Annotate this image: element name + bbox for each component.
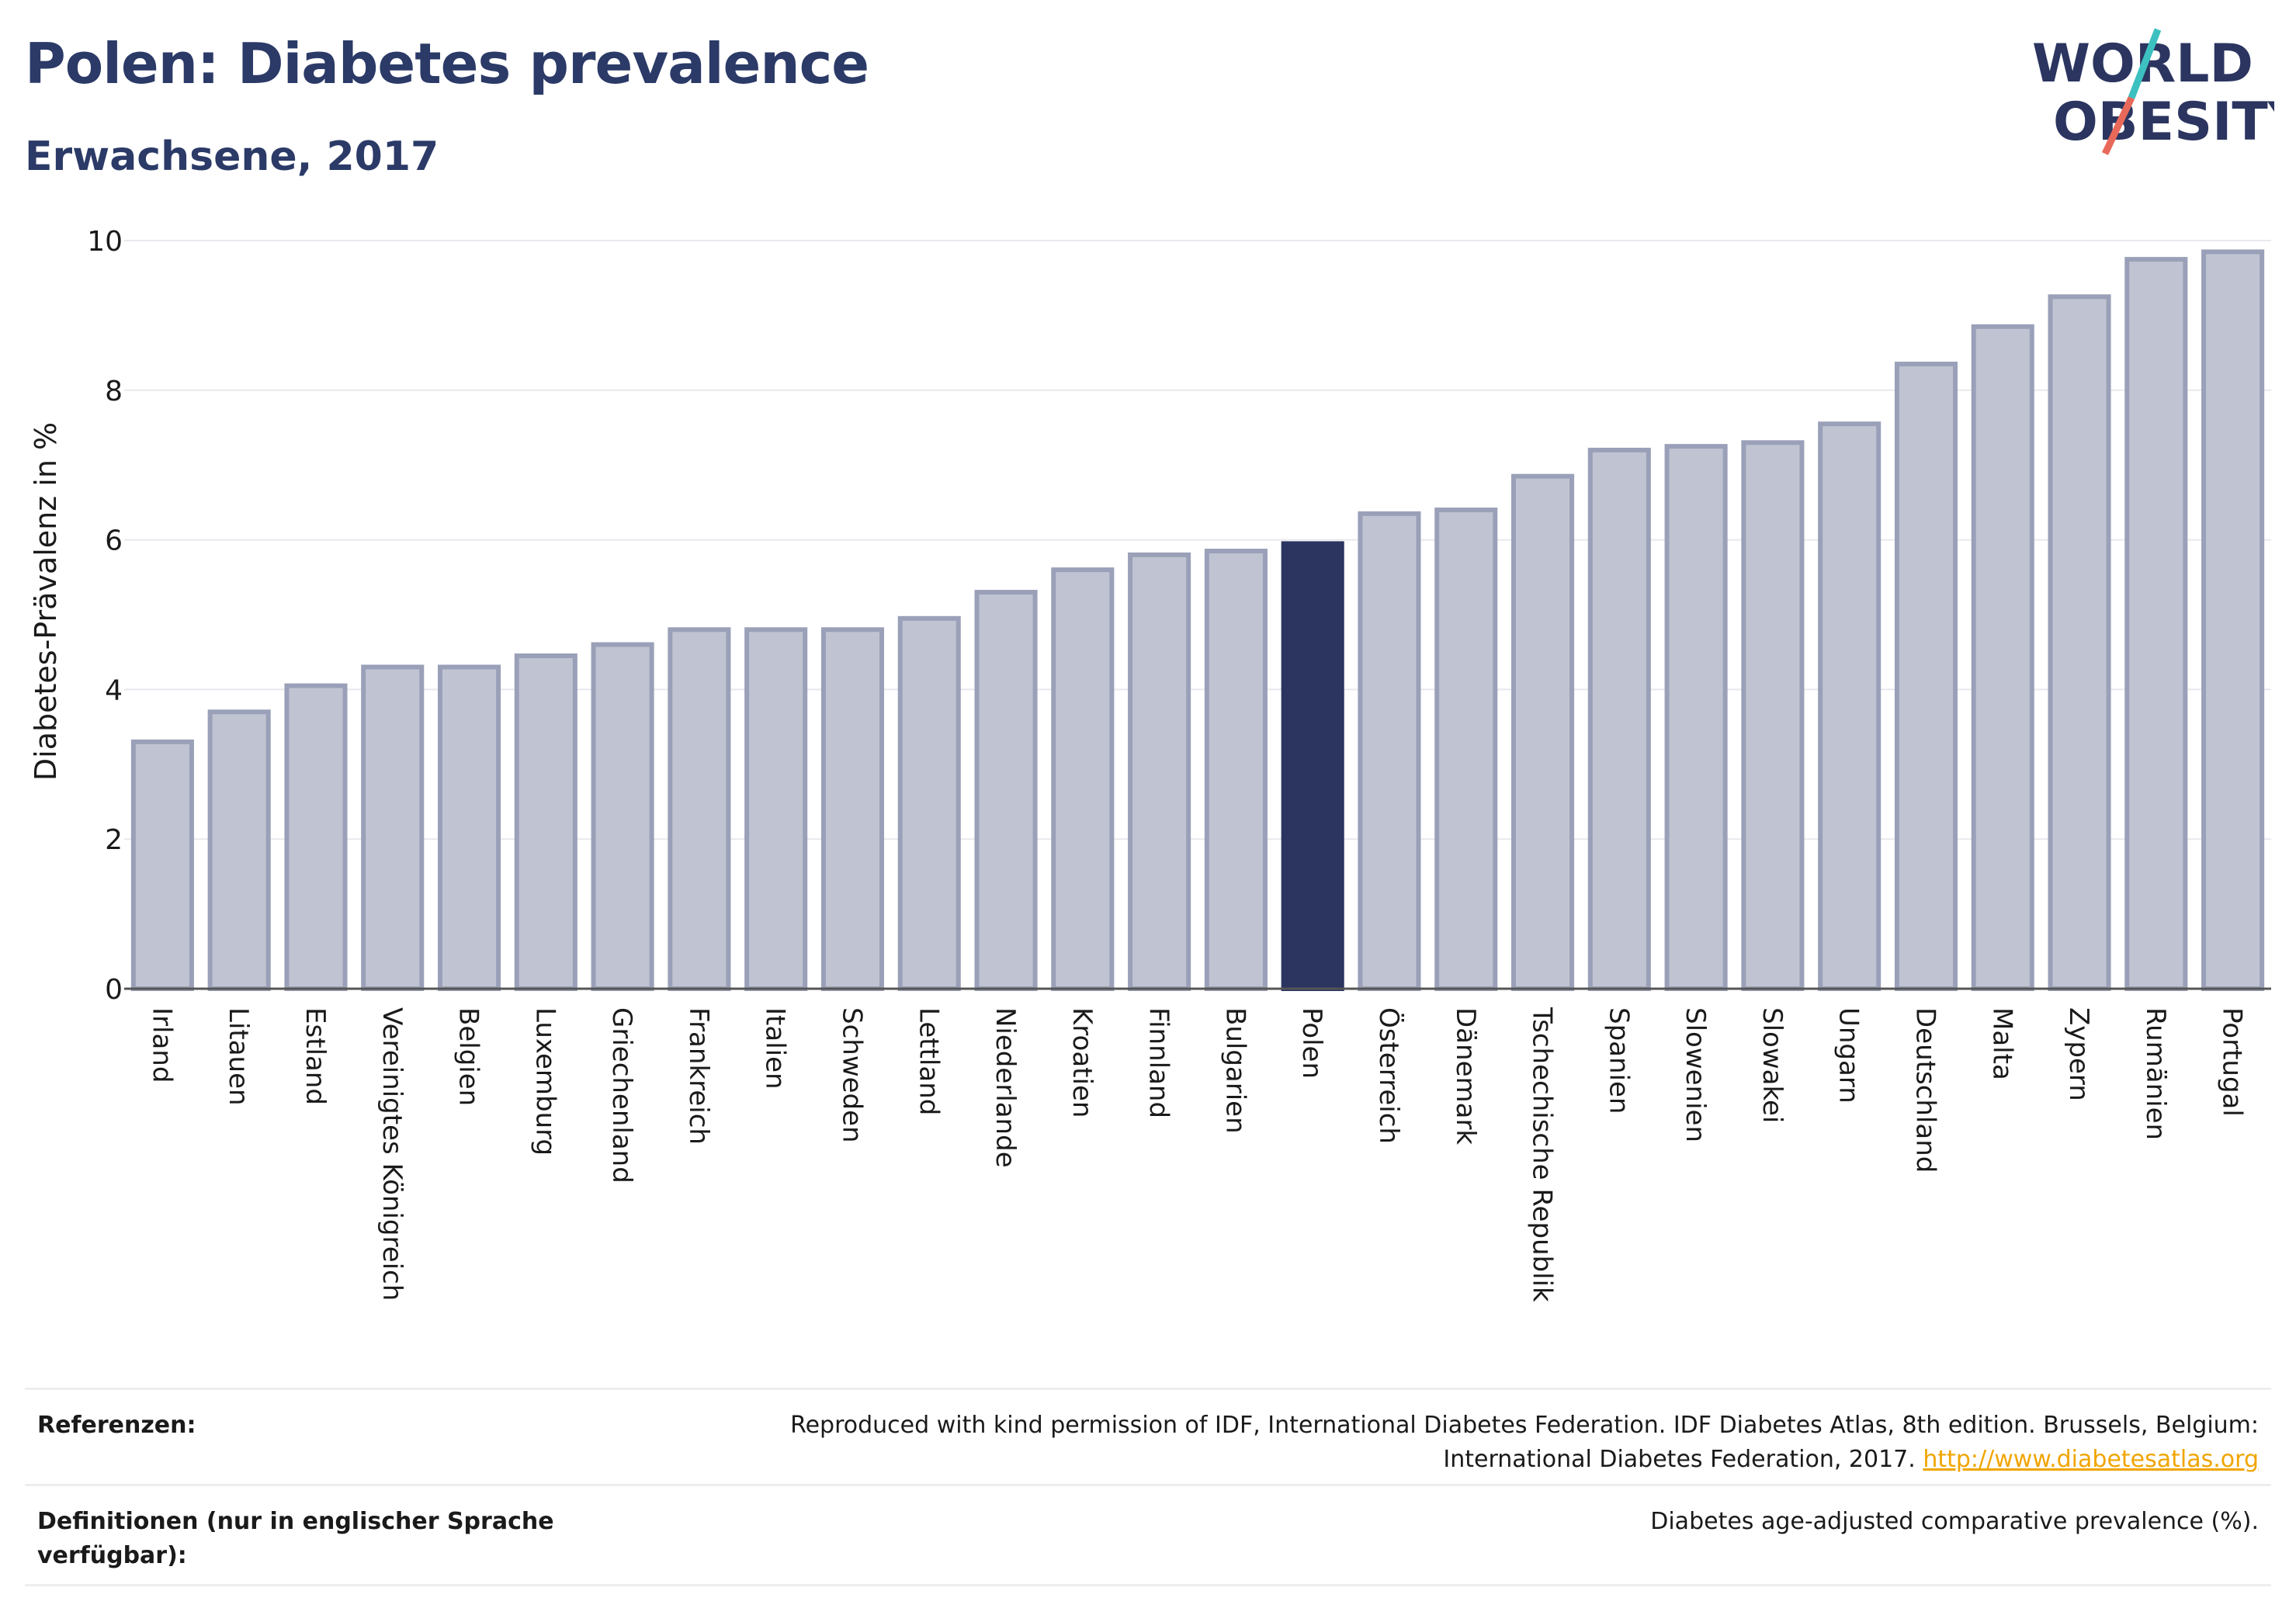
x-tick-label: Litauen <box>223 1007 254 1106</box>
y-tick-label: 10 <box>87 226 123 258</box>
references-link[interactable]: http://www.diabetesatlas.org <box>1923 1446 2259 1473</box>
bar-rumänien <box>2124 257 2188 992</box>
bar-estland <box>284 683 348 992</box>
definitions-label-line2: verfügbar): <box>37 1542 187 1569</box>
definitions-label: Definitionen (nur in englischer Sprache … <box>37 1505 581 1573</box>
bar-ungarn <box>1818 421 1882 991</box>
bar-schweden <box>820 627 885 992</box>
x-tick-label: Österreich <box>1373 1007 1405 1144</box>
references-row: Referenzen: Reproduced with kind permiss… <box>25 1388 2271 1486</box>
x-tick-label: Polen <box>1296 1007 1327 1079</box>
x-tick-label: Bulgarien <box>1219 1007 1250 1134</box>
y-tick-label: 0 <box>105 974 123 1006</box>
y-axis-label: Diabetes-Prävalenz in % <box>29 422 63 781</box>
bars <box>130 249 2265 992</box>
x-tick-label: Lettland <box>913 1007 944 1115</box>
definitions-label-line1: Definitionen (nur in englischer Sprache <box>37 1508 554 1535</box>
x-tick-label: Ungarn <box>1833 1007 1864 1104</box>
bar-slowenien <box>1664 444 1728 991</box>
x-tick-label: Estland <box>300 1007 331 1105</box>
y-tick-label: 2 <box>105 824 123 856</box>
y-tick-label: 8 <box>105 376 123 407</box>
y-tick-label: 6 <box>105 525 123 557</box>
bar-zypern <box>2048 294 2111 991</box>
bar-niederlande <box>974 590 1038 992</box>
bar-malta <box>1971 324 2034 991</box>
references-line1: Reproduced with kind permission of IDF, … <box>790 1412 2259 1439</box>
bar-italien <box>744 627 808 992</box>
bar-vereinigtes-königreich <box>361 664 425 991</box>
references-line2: International Diabetes Federation, 2017. <box>1443 1446 1916 1473</box>
x-tick-label: Portugal <box>2217 1007 2248 1117</box>
y-tick-label: 4 <box>105 674 123 706</box>
x-tick-label: Niederlande <box>990 1007 1021 1168</box>
bar-tschechische-republik <box>1510 473 1575 991</box>
definitions-row: Definitionen (nur in englischer Sprache … <box>25 1484 2271 1586</box>
bar-finnland <box>1128 552 1191 991</box>
x-tick-label: Frankreich <box>683 1007 714 1145</box>
references-label: Referenzen: <box>37 1412 196 1439</box>
logo-line2: OBESITY <box>2053 92 2274 153</box>
x-tick-label: Tschechische Republik <box>1527 1007 1558 1302</box>
bar-polen <box>1281 541 1344 991</box>
x-tick-label: Slowenien <box>1680 1007 1711 1142</box>
bar-bulgarien <box>1204 549 1268 991</box>
bar-frankreich <box>668 627 731 992</box>
world-obesity-logo: WORLD OBESITY <box>2032 28 2274 155</box>
bar-lettland <box>897 615 961 991</box>
bar-dänemark <box>1434 508 1498 991</box>
references-text: Reproduced with kind permission of IDF, … <box>706 1409 2259 1477</box>
x-tick-label: Kroatien <box>1066 1007 1098 1118</box>
x-tick-label: Luxemburg <box>529 1007 560 1156</box>
x-tick-label: Rumänien <box>2140 1007 2171 1140</box>
bar-portugal <box>2201 249 2265 991</box>
x-tick-label: Deutschland <box>1909 1007 1941 1173</box>
bar-spanien <box>1587 447 1651 991</box>
bar-österreich <box>1358 511 1421 991</box>
bar-kroatien <box>1051 567 1115 991</box>
x-tick-label: Zypern <box>2063 1007 2094 1101</box>
x-tick-label: Irland <box>146 1007 177 1083</box>
bar-litauen <box>207 709 271 991</box>
definitions-text: Diabetes age-adjusted comparative preval… <box>1650 1508 2259 1535</box>
x-tick-label: Spanien <box>1603 1007 1634 1114</box>
x-tick-label: Schweden <box>836 1007 867 1143</box>
x-tick-label: Malta <box>1986 1007 2017 1080</box>
x-tick-label: Italien <box>760 1007 791 1090</box>
page-title: Polen: Diabetes prevalence <box>25 31 869 96</box>
x-tick-label: Finnland <box>1143 1007 1174 1118</box>
x-tick-label: Belgien <box>453 1007 484 1106</box>
tick-labels: 0 2 4 6 8 10 Irland Litauen Estland Vereinigtes K… <box>87 226 2247 1302</box>
x-tick-label: Slowakei <box>1757 1007 1788 1123</box>
bar-luxemburg <box>514 653 577 992</box>
x-tick-label: Vereinigtes Königreich <box>376 1007 408 1301</box>
x-tick-label: Griechenland <box>606 1007 637 1184</box>
x-tick-label: Dänemark <box>1450 1007 1481 1145</box>
bar-griechenland <box>591 642 654 991</box>
bar-belgien <box>437 664 501 991</box>
bar-irland <box>130 739 194 991</box>
bar-deutschland <box>1894 362 1958 991</box>
page-subtitle: Erwachsene, 2017 <box>25 133 439 180</box>
bar-slowakei <box>1741 440 1805 991</box>
bar-chart: 0 2 4 6 8 10 Irland Litauen Estland Vereinigtes K… <box>29 226 2271 1302</box>
